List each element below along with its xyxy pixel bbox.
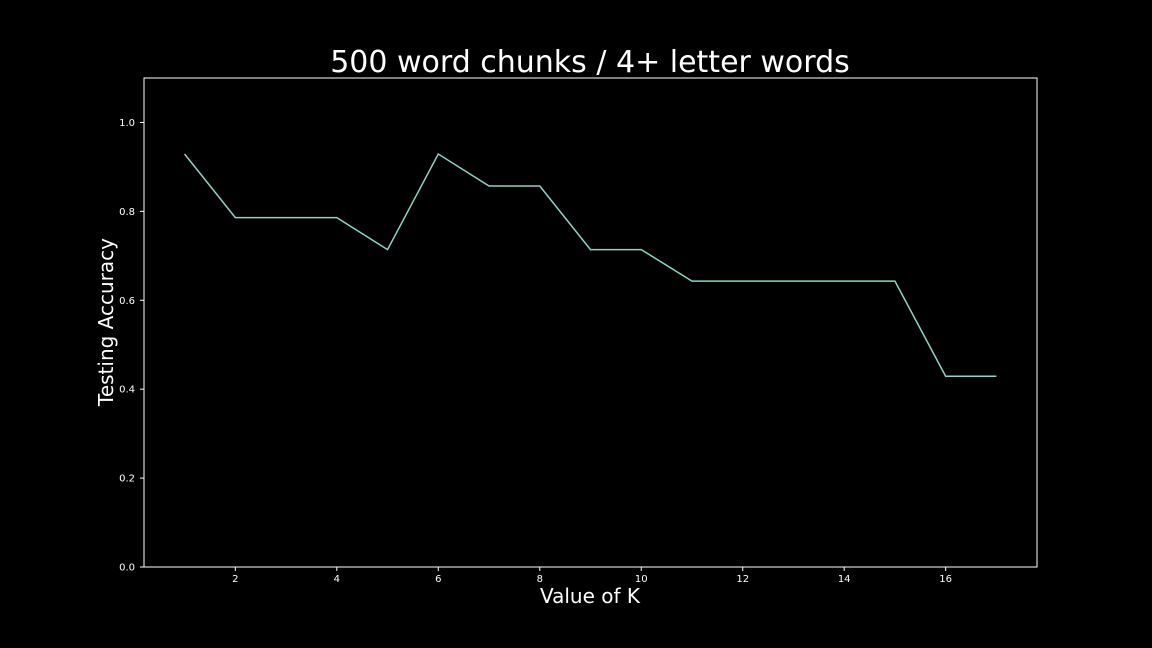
y-tick-label: 0.2	[119, 474, 135, 485]
y-tick-label: 0.4	[119, 385, 135, 396]
y-tick-label: 1.0	[119, 118, 135, 129]
x-tick-label: 2	[232, 574, 238, 585]
chart-title: 500 word chunks / 4+ letter words	[330, 45, 850, 80]
x-tick-label: 12	[736, 574, 749, 585]
x-tick-label: 16	[939, 574, 952, 585]
y-tick-label: 0.8	[119, 207, 135, 218]
series-line-0	[184, 152, 997, 378]
y-tick-label: 0.0	[119, 563, 135, 574]
plot-area-frame	[143, 77, 1038, 568]
x-axis-ticks: 2 4 6 8 10 12 14 16	[232, 567, 952, 585]
x-axis-label: Value of K	[540, 584, 641, 608]
x-tick-label: 4	[334, 574, 340, 585]
y-tick-label: 0.6	[119, 296, 135, 307]
x-tick-label: 10	[635, 574, 648, 585]
x-tick-label: 14	[838, 574, 851, 585]
y-axis-label: Testing Accuracy	[94, 238, 118, 407]
x-tick-label: 8	[537, 574, 543, 585]
y-axis-ticks: 0.0 0.2 0.4 0.6 0.8 1.0	[119, 118, 144, 574]
series-layer	[184, 152, 997, 378]
x-tick-label: 6	[435, 574, 441, 585]
